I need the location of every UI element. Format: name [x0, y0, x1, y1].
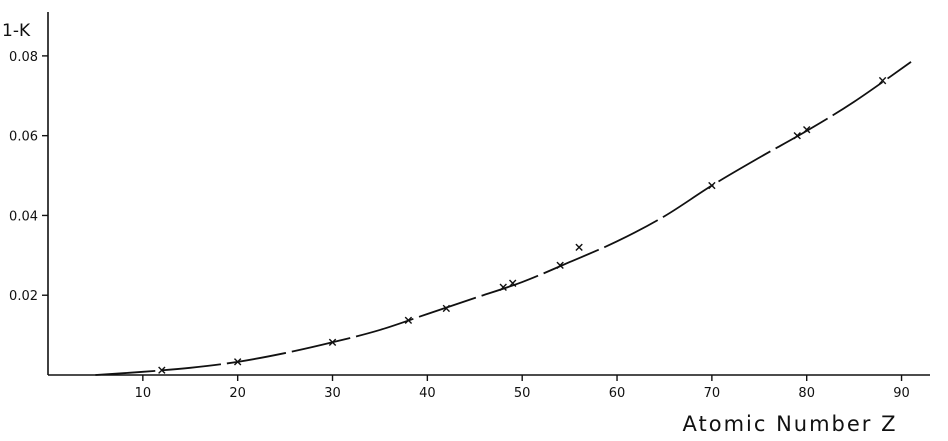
y-tick-label: 0.06 — [9, 130, 38, 145]
data-point-marker — [158, 366, 166, 374]
data-points — [158, 76, 887, 374]
data-point-marker — [442, 304, 451, 313]
data-point-marker — [708, 181, 716, 190]
x-tick-label: 90 — [893, 386, 910, 401]
x-tick-label: 60 — [609, 386, 626, 401]
x-tick-label: 40 — [419, 386, 436, 401]
y-tick-label: 0.02 — [9, 289, 38, 304]
axes — [47, 12, 930, 376]
x-tick-label: 30 — [324, 386, 341, 401]
data-point-marker — [556, 261, 564, 270]
data-point-marker — [328, 338, 337, 346]
x-tick-label: 50 — [514, 386, 531, 401]
y-ticks: 0.02 0.04 0.06 0.08 — [9, 50, 48, 304]
x-tick-label: 70 — [704, 386, 721, 401]
data-point-marker — [878, 76, 887, 85]
data-point-marker — [793, 131, 801, 140]
data-curve — [95, 61, 912, 376]
data-point-marker — [404, 316, 413, 325]
data-point-marker — [509, 279, 517, 287]
x-tick-label: 80 — [798, 386, 815, 401]
data-point-marker — [803, 125, 811, 134]
data-point-marker — [233, 358, 242, 366]
data-point-marker — [499, 283, 507, 291]
x-axis-title: Atomic Number Z — [682, 412, 897, 436]
x-tick-label: 20 — [229, 386, 246, 401]
y-axis-title: 1-K — [2, 21, 31, 41]
data-point-marker — [575, 243, 583, 252]
y-tick-label: 0.04 — [9, 209, 38, 224]
y-tick-label: 0.08 — [9, 50, 38, 65]
x-ticks: 10 20 30 40 50 60 70 80 90 — [135, 375, 910, 401]
x-tick-label: 10 — [135, 386, 152, 401]
